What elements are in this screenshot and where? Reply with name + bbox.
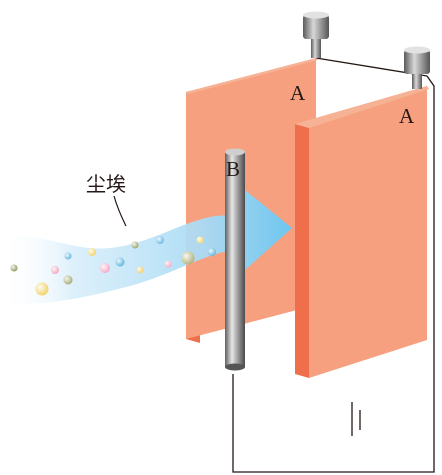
collector-plate-right (295, 86, 429, 378)
dust-particle-highlight (136, 266, 144, 274)
dust-particle-highlight (10, 264, 18, 272)
dust-particle-highlight (196, 236, 204, 244)
dust-label: 尘埃 (86, 172, 126, 196)
dust-particle-highlight (88, 248, 96, 256)
dust-particle-highlight (64, 252, 72, 260)
dust-particle-highlight (181, 251, 195, 265)
dust-particle-highlight (35, 282, 49, 296)
air-flow-arrow (0, 190, 292, 305)
dust-particle-highlight (156, 236, 164, 244)
dust-particle-highlight (208, 248, 216, 256)
plate-left-label: A (290, 81, 306, 105)
dust-particle-highlight (100, 263, 110, 273)
rod-label: B (226, 157, 240, 181)
insulator-left (303, 11, 329, 58)
dust-particle-highlight (131, 241, 139, 249)
plate-right-label: A (399, 104, 415, 128)
dust-particle-highlight (115, 257, 125, 267)
dust-particle-highlight (51, 266, 59, 274)
insulator-right (404, 46, 430, 89)
battery-symbol (351, 402, 361, 471)
discharge-rod (225, 148, 245, 371)
dust-particles (10, 236, 216, 296)
dust-particle-highlight (164, 260, 172, 268)
dust-label-pointer (113, 195, 127, 227)
dust-particle-highlight (63, 275, 73, 285)
